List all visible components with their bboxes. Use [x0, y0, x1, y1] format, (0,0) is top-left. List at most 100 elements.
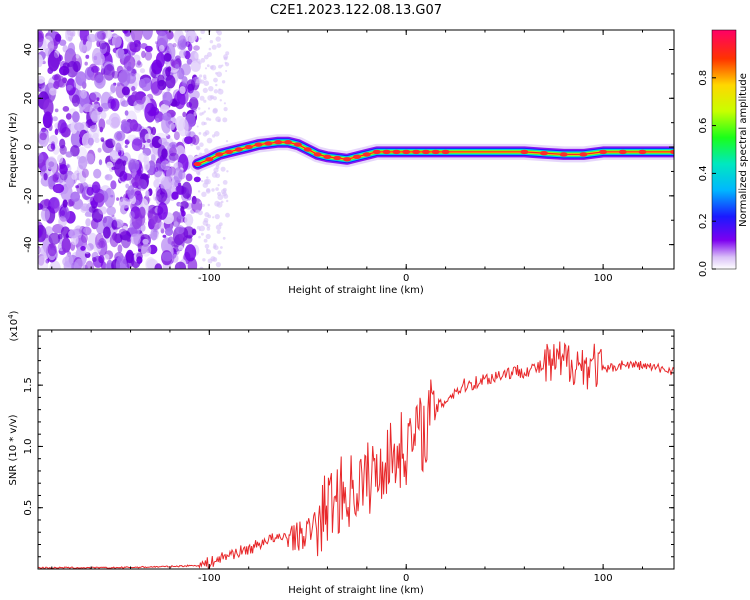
noise-blob: [63, 261, 71, 269]
y-tick-label: 1.5: [23, 377, 34, 393]
noise-speck: [196, 225, 201, 230]
noise-blob: [174, 261, 186, 269]
noise-blob: [48, 232, 61, 245]
noise-blob: [95, 233, 104, 249]
noise-blob: [43, 98, 54, 117]
noise-speck: [212, 216, 215, 219]
noise-speck: [206, 176, 209, 179]
noise-speck: [217, 194, 224, 201]
noise-blob: [38, 203, 44, 211]
noise-blob: [137, 60, 141, 66]
noise-speck: [216, 229, 221, 234]
noise-blob: [84, 211, 91, 217]
noise-blob: [91, 65, 100, 73]
noise-speck: [201, 232, 204, 236]
noise-blob: [38, 54, 44, 68]
noise-blob: [98, 40, 107, 50]
noise-blob: [109, 91, 113, 95]
signal-peak: [579, 152, 588, 157]
noise-blob: [158, 44, 165, 52]
noise-speck: [202, 258, 206, 262]
noise-blob: [95, 218, 105, 235]
noise-blob: [122, 30, 129, 34]
signal-peak: [618, 149, 627, 155]
noise-blob: [124, 139, 130, 145]
x-tick-label: 0: [403, 573, 409, 584]
noise-blob: [160, 160, 171, 171]
noise-blob: [177, 30, 181, 37]
noise-blob: [155, 52, 165, 69]
noise-blob: [38, 255, 49, 269]
noise-blob: [122, 160, 127, 167]
noise-speck: [215, 36, 221, 42]
noise-speck: [196, 125, 199, 128]
colorbar-tick-label: 0.8: [698, 70, 709, 86]
noise-blob: [102, 215, 114, 229]
noise-blob: [191, 134, 200, 146]
noise-blob: [170, 59, 175, 67]
noise-blob: [101, 139, 105, 143]
noise-speck: [204, 244, 210, 249]
signal-peak: [205, 157, 214, 162]
noise-blob: [165, 67, 171, 77]
noise-blob: [70, 191, 81, 202]
noise-blob: [110, 180, 117, 190]
noise-blob: [98, 118, 106, 131]
noise-speck: [215, 83, 218, 87]
noise-blob: [165, 133, 169, 137]
noise-blob: [134, 105, 142, 113]
noise-speck: [220, 246, 223, 249]
noise-speck: [206, 117, 210, 121]
noise-blob: [144, 102, 156, 123]
snr-y-axis-label: SNR (10 * v/v): [8, 414, 19, 485]
noise-speck: [221, 80, 226, 84]
y-tick-label: 0.5: [23, 500, 34, 516]
noise-blob: [45, 258, 49, 264]
signal-peak: [323, 154, 332, 159]
snr-y-multiplier: (x104): [7, 310, 20, 341]
noise-blob: [68, 73, 72, 77]
noise-speck: [213, 167, 219, 173]
noise-blob: [100, 111, 107, 120]
y-tick-label: 0: [23, 144, 34, 150]
noise-blob: [185, 173, 193, 182]
noise-blob: [168, 152, 179, 161]
noise-blob: [75, 53, 80, 59]
noise-blob: [59, 39, 67, 46]
noise-blob: [111, 219, 118, 230]
noise-blob: [92, 132, 99, 139]
noise-blob: [104, 187, 115, 208]
noise-blob: [40, 208, 51, 222]
signal-peak: [402, 149, 411, 155]
noise-blob: [118, 228, 127, 236]
noise-blob: [127, 185, 135, 199]
noise-blob: [166, 167, 174, 180]
signal-peak: [441, 149, 450, 155]
noise-blob: [184, 30, 189, 33]
noise-blob: [93, 192, 105, 203]
noise-blob: [117, 244, 123, 253]
noise-speck: [211, 44, 217, 50]
noise-speck: [206, 137, 213, 144]
noise-blob: [136, 252, 143, 260]
noise-blob: [165, 75, 176, 89]
noise-blob: [97, 147, 102, 153]
spectrogram-y-axis-label: Frequency (Hz): [8, 112, 19, 188]
noise-speck: [225, 70, 228, 72]
noise-speck: [213, 77, 218, 83]
noise-blob: [44, 47, 51, 57]
noise-blob: [71, 173, 78, 180]
noise-blob: [184, 213, 194, 227]
noise-blob: [57, 154, 64, 164]
y-tick-label: 1.0: [23, 438, 34, 454]
noise-blob: [145, 190, 150, 198]
noise-blob: [102, 216, 107, 224]
noise-blob: [52, 183, 65, 194]
noise-blob: [114, 130, 126, 142]
noise-blob: [154, 196, 159, 201]
noise-speck: [207, 258, 213, 264]
signal-peak: [215, 152, 224, 157]
noise-blob: [62, 62, 70, 69]
noise-speck: [195, 78, 201, 84]
